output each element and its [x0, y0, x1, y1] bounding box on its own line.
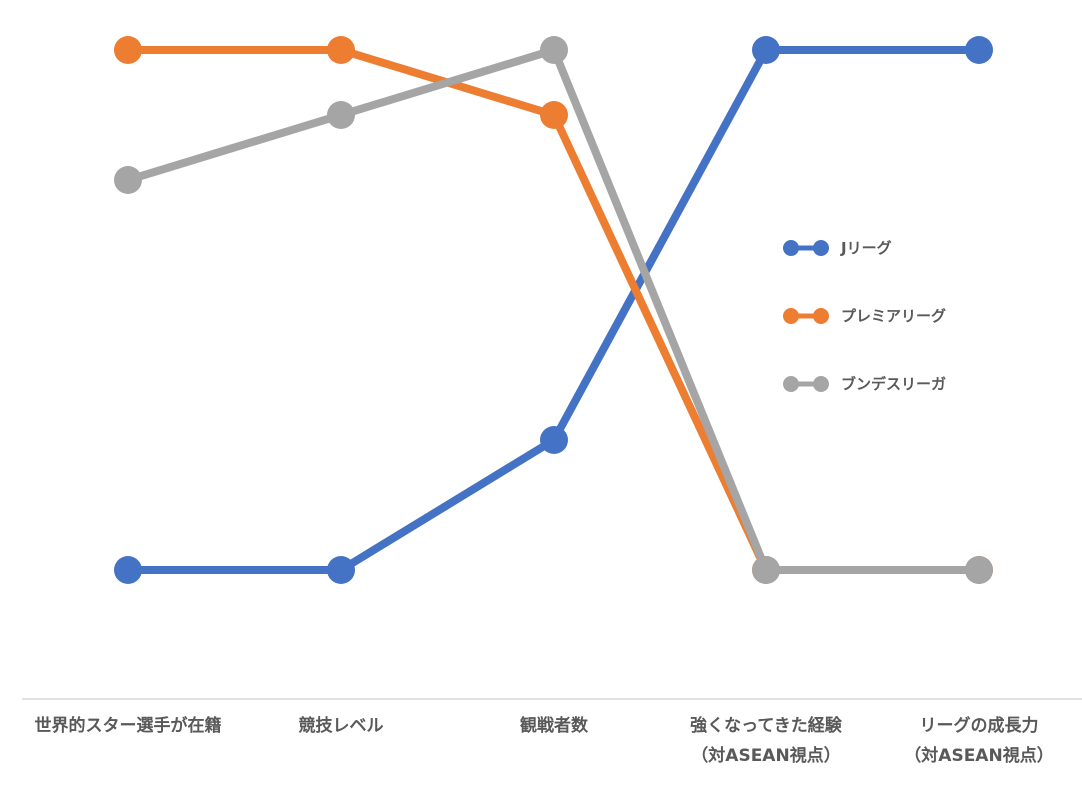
legend-marker-left-2 [783, 376, 799, 392]
legend-marker-right-1 [813, 308, 829, 324]
data-point-2-0 [114, 166, 142, 194]
data-point-2-1 [327, 101, 355, 129]
data-point-1-2 [540, 101, 568, 129]
data-point-2-3 [752, 556, 780, 584]
x-tick-label-2: 観戦者数 [520, 715, 589, 736]
data-point-0-4 [965, 36, 993, 64]
legend-label-1: プレミアリーグ [841, 307, 946, 325]
x-tick-label-3: 強くなってきた経験（対ASEAN視点） [690, 715, 843, 766]
legend-marker-left-0 [783, 240, 799, 256]
x-tick-label-4: リーグの成長力（対ASEAN視点） [904, 715, 1053, 766]
x-axis-labels: 世界的スター選手が在籍 競技レベル 観戦者数 強くなってきた経験（対ASEAN視点） リ… [35, 715, 1054, 766]
data-point-1-0 [114, 36, 142, 64]
data-point-0-1 [327, 556, 355, 584]
series-points [114, 36, 993, 584]
data-point-0-2 [540, 426, 568, 454]
legend-marker-right-2 [813, 376, 829, 392]
legend-marker-right-0 [813, 240, 829, 256]
legend-label-2: ブンデスリーガ [841, 375, 946, 393]
data-point-0-0 [114, 556, 142, 584]
x-tick-label-0: 世界的スター選手が在籍 [35, 715, 222, 736]
x-tick-label-1: 競技レベル [299, 715, 384, 736]
legend-marker-left-1 [783, 308, 799, 324]
data-point-1-1 [327, 36, 355, 64]
data-point-0-3 [752, 36, 780, 64]
data-point-2-2 [540, 36, 568, 64]
legend-label-0: Jリーグ [840, 239, 892, 257]
data-point-2-4 [965, 556, 993, 584]
